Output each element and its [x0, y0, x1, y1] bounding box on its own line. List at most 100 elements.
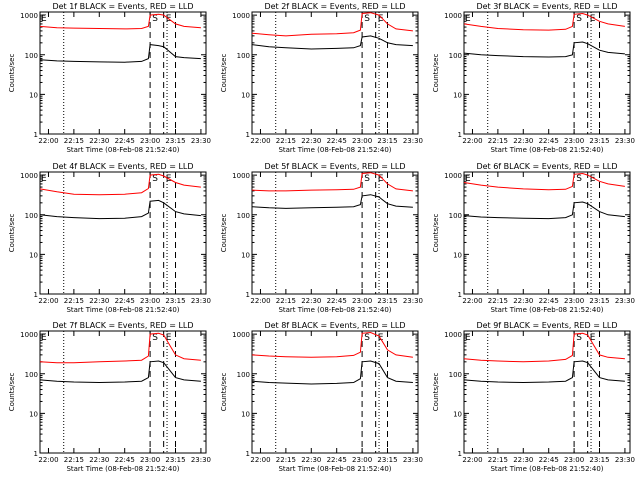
chart-title: Det 8f BLACK = Events, RED = LLD: [264, 321, 405, 330]
plot-frame: [39, 11, 207, 135]
x-tick-label: 22:15: [488, 297, 508, 305]
chart-panel-3: Det 3f BLACK = Events, RED = LLD 1 10 100 10…: [432, 2, 635, 154]
chart-title: Det 2f BLACK = Events, RED = LLD: [264, 2, 405, 11]
x-tick-label: 22:00: [462, 456, 482, 464]
y-tick-label: 10: [453, 91, 462, 99]
x-tick-label: 22:15: [276, 137, 296, 145]
x-tick-label: 22:30: [513, 456, 533, 464]
series-lld-line: [39, 332, 201, 364]
series-events-line: [39, 44, 201, 63]
x-tick-label: 23:15: [165, 137, 185, 145]
x-tick-label: 23:00: [140, 297, 160, 305]
y-axis-label: Counts/sec: [432, 373, 440, 412]
y-tick-label: 1000: [232, 331, 250, 339]
x-tick-label: 23:00: [140, 137, 160, 145]
x-tick-label: 22:30: [513, 297, 533, 305]
chart-title: Det 4f BLACK = Events, RED = LLD: [52, 162, 193, 171]
y-tick-label: 100: [237, 371, 250, 379]
marker-label: S: [576, 14, 582, 24]
x-tick-label: 22:15: [276, 456, 296, 464]
x-tick-label: 22:00: [38, 137, 58, 145]
series-events-line: [251, 194, 413, 209]
chart-title: Det 1f BLACK = Events, RED = LLD: [52, 2, 193, 11]
x-tick-label: 23:15: [165, 456, 185, 464]
x-tick-label: 23:00: [352, 297, 372, 305]
x-tick-label: 23:00: [352, 456, 372, 464]
plot-frame: [39, 330, 207, 454]
marker-label: S: [152, 174, 158, 184]
marker-label: S: [152, 333, 158, 343]
x-tick-label: 22:45: [115, 137, 135, 145]
marker-label: E: [465, 333, 471, 343]
marker-label: E: [166, 333, 172, 343]
chart-title: Det 5f BLACK = Events, RED = LLD: [264, 162, 405, 171]
marker-label: E: [465, 14, 471, 24]
x-tick-label: 22:30: [89, 297, 109, 305]
y-tick-label: 10: [29, 410, 38, 418]
y-tick-label: 100: [25, 52, 38, 60]
y-tick-label: 10: [453, 410, 462, 418]
x-axis-label: Start Time (08-Feb-08 21:52:40): [278, 146, 391, 154]
x-tick-label: 22:45: [115, 297, 135, 305]
x-tick-label: 22:45: [327, 297, 347, 305]
marker-label: E: [378, 333, 384, 343]
y-axis-label: Counts/sec: [432, 214, 440, 253]
x-tick-label: 22:45: [115, 456, 135, 464]
y-tick-label: 10: [453, 251, 462, 259]
x-tick-label: 22:00: [38, 456, 58, 464]
y-tick-label: 1: [458, 291, 462, 299]
x-tick-label: 22:15: [488, 137, 508, 145]
x-tick-label: 23:00: [564, 137, 584, 145]
x-tick-label: 22:00: [250, 456, 270, 464]
y-tick-label: 1: [246, 291, 250, 299]
y-tick-label: 10: [241, 91, 250, 99]
x-tick-label: 22:15: [64, 456, 84, 464]
x-tick-label: 23:15: [165, 297, 185, 305]
x-axis-label: Start Time (08-Feb-08 21:52:40): [278, 306, 391, 314]
x-tick-label: 22:45: [539, 137, 559, 145]
y-tick-label: 10: [29, 91, 38, 99]
marker-label: E: [41, 14, 47, 24]
y-tick-label: 10: [29, 251, 38, 259]
y-tick-label: 10: [241, 251, 250, 259]
chart-panel-7: Det 7f BLACK = Events, RED = LLD 1 10 100 10…: [8, 321, 211, 473]
x-tick-label: 22:00: [250, 297, 270, 305]
x-tick-label: 22:00: [462, 297, 482, 305]
y-tick-label: 100: [25, 212, 38, 220]
x-tick-label: 23:00: [140, 456, 160, 464]
y-tick-label: 1000: [20, 331, 38, 339]
series-events-line: [463, 360, 625, 384]
x-tick-label: 23:15: [589, 137, 609, 145]
y-tick-label: 1000: [232, 12, 250, 20]
chart-panel-8: Det 8f BLACK = Events, RED = LLD 1 10 100 10…: [220, 321, 423, 473]
y-tick-label: 1: [246, 131, 250, 139]
x-tick-label: 22:45: [539, 456, 559, 464]
y-axis-label: Counts/sec: [8, 214, 16, 253]
series-events-line: [463, 41, 625, 58]
series-lld-line: [39, 13, 201, 30]
x-axis-label: Start Time (08-Feb-08 21:52:40): [490, 146, 603, 154]
x-tick-label: 23:30: [191, 137, 211, 145]
plot-frame: [251, 330, 419, 454]
chart-panel-9: Det 9f BLACK = Events, RED = LLD 1 10 100 10…: [432, 321, 635, 473]
x-tick-label: 23:30: [615, 456, 635, 464]
x-tick-label: 22:30: [301, 297, 321, 305]
y-tick-label: 1000: [232, 172, 250, 180]
series-lld-line: [463, 332, 625, 363]
chart-title: Det 6f BLACK = Events, RED = LLD: [476, 162, 617, 171]
y-tick-label: 1000: [444, 12, 462, 20]
chart-title: Det 9f BLACK = Events, RED = LLD: [476, 321, 617, 330]
chart-title: Det 7f BLACK = Events, RED = LLD: [52, 321, 193, 330]
x-tick-label: 22:15: [64, 297, 84, 305]
x-tick-label: 23:30: [191, 456, 211, 464]
x-axis-label: Start Time (08-Feb-08 21:52:40): [490, 306, 603, 314]
y-tick-label: 100: [237, 212, 250, 220]
marker-label: S: [152, 14, 158, 24]
x-tick-label: 22:45: [327, 137, 347, 145]
series-lld-line: [251, 12, 413, 37]
x-tick-label: 23:30: [403, 456, 423, 464]
x-tick-label: 23:00: [564, 297, 584, 305]
x-tick-label: 22:30: [301, 137, 321, 145]
marker-label: S: [364, 14, 370, 24]
plot-frame: [251, 11, 419, 135]
